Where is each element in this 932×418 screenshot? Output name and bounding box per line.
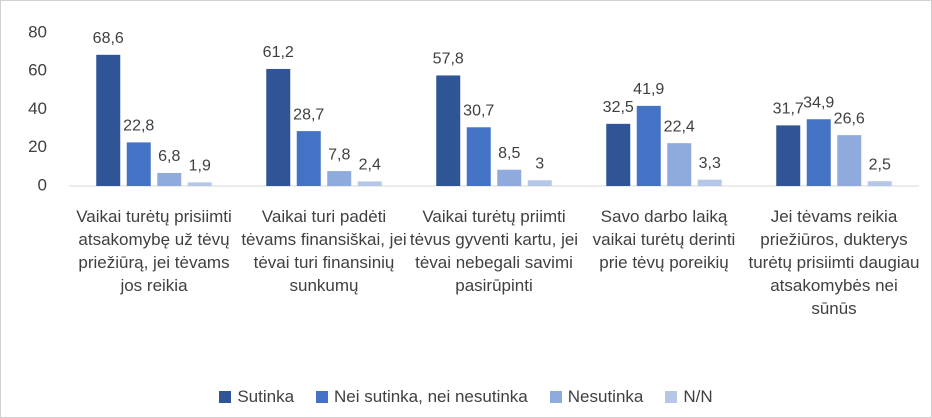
data-label: 22,8 xyxy=(123,118,154,135)
y-tick-label: 20 xyxy=(28,137,47,156)
data-label: 28,7 xyxy=(293,106,324,123)
bar xyxy=(837,135,862,186)
y-tick-label: 40 xyxy=(28,99,47,118)
bar xyxy=(806,119,831,186)
y-tick-label: 60 xyxy=(28,61,47,80)
data-label: 3,3 xyxy=(699,155,721,172)
legend-swatch xyxy=(665,391,678,403)
data-label: 1,9 xyxy=(189,158,211,175)
bar xyxy=(187,182,212,186)
bar xyxy=(466,127,491,186)
x-tick-label: Vaikai turėtų prisiimti atsakomybę už tė… xyxy=(76,207,232,295)
bar xyxy=(357,181,382,186)
bar xyxy=(697,179,722,186)
bar xyxy=(527,180,552,186)
legend-label: N/N xyxy=(683,387,713,406)
data-label: 31,7 xyxy=(773,101,804,118)
bar xyxy=(126,142,151,186)
x-tick-label: Vaikai turėtų priimti tėvus gyventi kart… xyxy=(409,207,579,295)
legend: Sutinka Nei sutinka, nei nesutinka Nesutin… xyxy=(1,387,931,407)
data-label: 6,8 xyxy=(158,148,180,165)
data-label: 3 xyxy=(535,155,544,172)
legend-label: Sutinka xyxy=(237,387,295,406)
bar xyxy=(266,68,291,186)
legend-swatch xyxy=(219,391,232,403)
bar xyxy=(296,131,321,186)
legend-item: N/N xyxy=(665,387,713,407)
bar xyxy=(667,143,692,186)
data-label: 41,9 xyxy=(633,81,664,98)
legend-label: Nei sutinka, nei nesutinka xyxy=(334,387,528,406)
bar xyxy=(436,75,461,186)
data-label: 2,5 xyxy=(869,156,891,173)
bar xyxy=(606,123,631,186)
data-label: 57,8 xyxy=(433,51,464,68)
bar xyxy=(867,181,892,186)
bar xyxy=(776,125,801,186)
legend-swatch xyxy=(316,391,329,403)
bar xyxy=(636,105,661,186)
y-tick-label: 80 xyxy=(28,22,47,41)
legend-swatch xyxy=(549,391,562,403)
bar xyxy=(497,169,522,186)
x-tick-label: Savo darbo laiką vaikai turėtų derinti p… xyxy=(592,207,736,272)
data-label: 8,5 xyxy=(498,145,520,162)
legend-label: Nesutinka xyxy=(567,387,644,406)
y-tick-label: 0 xyxy=(38,175,47,194)
data-label: 22,4 xyxy=(664,118,695,135)
data-label: 34,9 xyxy=(803,94,834,111)
x-tick-label: Jei tėvams reikia priežiūros, dukterys t… xyxy=(748,207,920,318)
legend-item: Sutinka xyxy=(219,387,294,407)
legend-item: Nesutinka xyxy=(549,387,644,407)
data-label: 61,2 xyxy=(263,44,294,61)
data-label: 30,7 xyxy=(463,103,494,120)
bar xyxy=(327,171,352,186)
data-label: 32,5 xyxy=(603,99,634,116)
legend-item: Nei sutinka, nei nesutinka xyxy=(316,387,528,407)
x-tick-label: Vaikai turi padėti tėvams finansiškai, j… xyxy=(241,207,407,295)
data-label: 7,8 xyxy=(328,146,350,163)
data-label: 2,4 xyxy=(359,157,381,174)
data-label: 68,6 xyxy=(93,30,124,47)
data-label: 26,6 xyxy=(834,110,865,127)
bar xyxy=(96,54,121,186)
bar xyxy=(157,172,182,186)
